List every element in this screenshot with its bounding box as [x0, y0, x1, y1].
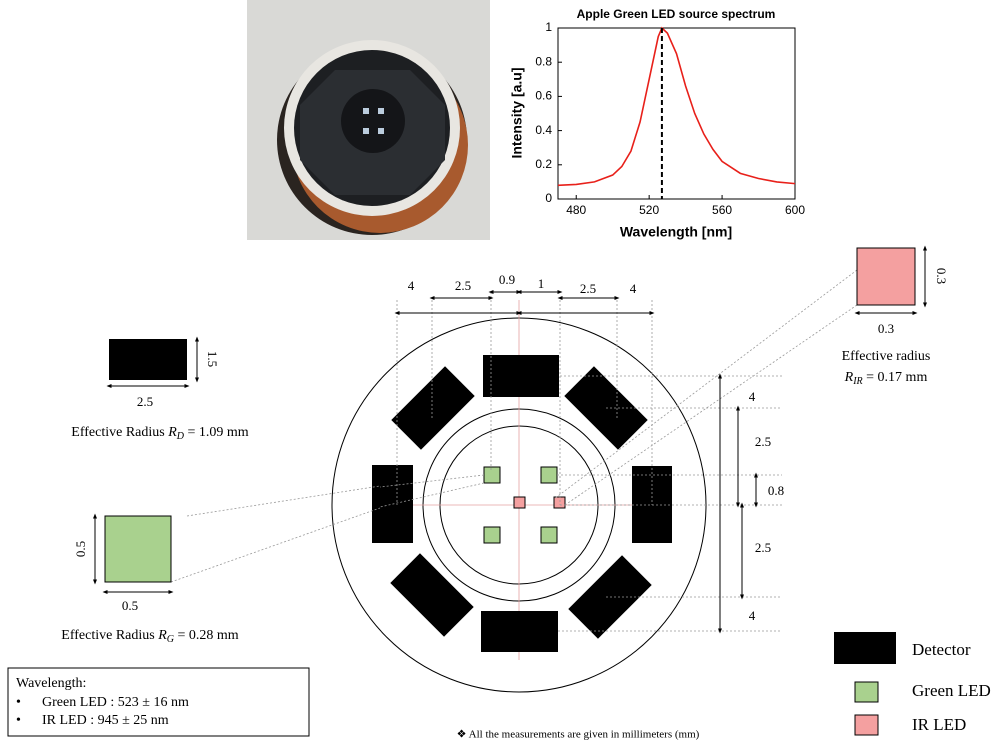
dim-label: 4 — [630, 281, 637, 296]
effective-radius: Effective Radius RG = 0.28 mm — [61, 628, 239, 645]
y-tick-label: 0.2 — [535, 157, 552, 171]
legend-label: Detector — [912, 640, 971, 659]
legend-swatch — [855, 682, 878, 702]
y-tick-label: 0.4 — [535, 123, 552, 137]
dim-label: 2.5 — [137, 394, 153, 409]
box-item: Green LED : 523 ± 16 nm — [42, 695, 189, 710]
dim-label: 2.5 — [580, 281, 596, 296]
x-tick-label: 560 — [712, 203, 732, 217]
figure: Apple Green LED source spectrum Waveleng… — [0, 0, 1008, 746]
device-photo — [247, 0, 490, 240]
x-tick-label: 600 — [785, 203, 805, 217]
y-tick-label: 0 — [545, 191, 552, 205]
dim-label: 4 — [408, 278, 415, 293]
sensor-layout — [95, 248, 925, 692]
y-tick-label: 1 — [545, 20, 552, 34]
dim-label: 2.5 — [755, 434, 771, 449]
effective-radius: Effective Radius RD = 1.09 mm — [71, 425, 249, 442]
detector-example — [109, 339, 187, 380]
y-axis-label: Intensity [a.u] — [509, 67, 525, 158]
y-tick-label: 0.6 — [535, 89, 552, 103]
dim-label: 2.5 — [755, 540, 771, 555]
dim-label: 2.5 — [455, 278, 471, 293]
dim-label: 4 — [749, 608, 756, 623]
bullet: • — [16, 713, 21, 728]
dim-label: 1 — [538, 276, 545, 291]
x-tick-label: 480 — [566, 203, 586, 217]
effective-radius-label: Effective radius — [842, 349, 931, 364]
x-tick-label: 520 — [639, 203, 659, 217]
green-led-example — [105, 516, 171, 582]
x-axis-label: Wavelength [nm] — [620, 224, 732, 240]
dim-label: 0.5 — [122, 598, 138, 613]
y-tick-label: 0.8 — [535, 54, 552, 68]
effective-radius: RIR = 0.17 mm — [844, 370, 928, 387]
legend-label: Green LED — [912, 681, 991, 700]
box-item: IR LED : 945 ± 25 nm — [42, 713, 169, 728]
dim-label: 0.3 — [878, 321, 894, 336]
dim-label: 0.9 — [499, 272, 515, 287]
dim-label: 0.5 — [73, 541, 88, 557]
chart-title: Apple Green LED source spectrum — [577, 7, 776, 21]
ir-led-example — [857, 248, 915, 305]
footnote: ❖ All the measurements are given in mill… — [457, 729, 700, 741]
legend-swatch — [855, 715, 878, 735]
legend-swatch — [834, 632, 896, 664]
dim-label: 4 — [749, 389, 756, 404]
bullet: • — [16, 695, 21, 710]
dim-label: 0.8 — [768, 483, 784, 498]
dim-label: 1.5 — [205, 351, 220, 367]
dim-label: 0.3 — [934, 268, 949, 284]
box-title: Wavelength: — [16, 676, 86, 691]
page: {"chart_data":{"type":"line","title":"Ap… — [0, 0, 1008, 746]
legend-label: IR LED — [912, 715, 966, 734]
